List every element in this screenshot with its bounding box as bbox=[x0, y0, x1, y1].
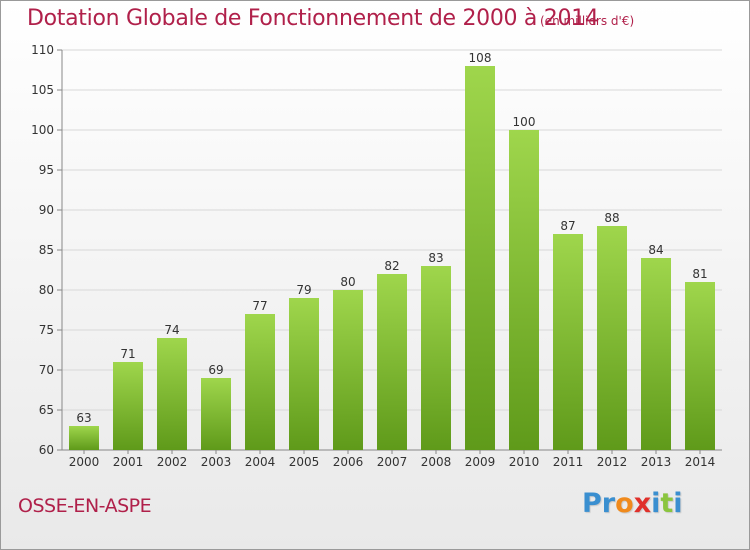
data-label-2005: 79 bbox=[296, 283, 311, 297]
bar-2013 bbox=[641, 258, 671, 450]
bar-2003 bbox=[201, 378, 231, 450]
x-tick-label-2007: 2007 bbox=[377, 455, 408, 469]
data-label-2002: 74 bbox=[164, 323, 179, 337]
chart-unit: (en milliers d'€) bbox=[540, 14, 635, 28]
data-label-2004: 77 bbox=[252, 299, 267, 313]
bar-2000 bbox=[69, 426, 99, 450]
bar-2009 bbox=[465, 66, 495, 450]
logo-letter: i bbox=[673, 488, 683, 519]
data-label-2008: 83 bbox=[428, 251, 443, 265]
data-labels: 63 71 74 69 77 79 80 82 83 108 100 87 88 84 81 bbox=[76, 51, 707, 425]
y-tick-label: 70 bbox=[39, 363, 54, 377]
y-tick-label: 60 bbox=[39, 443, 54, 457]
y-tick-labels: 60 65 70 75 80 85 90 95 100 105 110 bbox=[31, 43, 54, 457]
data-label-2000: 63 bbox=[76, 411, 91, 425]
x-tick-label-2009: 2009 bbox=[465, 455, 496, 469]
y-tick-label: 75 bbox=[39, 323, 54, 337]
x-tick-label-2004: 2004 bbox=[245, 455, 276, 469]
y-tick-label: 100 bbox=[31, 123, 54, 137]
bar-2014 bbox=[685, 282, 715, 450]
x-tick-label-2012: 2012 bbox=[597, 455, 628, 469]
y-tick-label: 95 bbox=[39, 163, 54, 177]
x-tick-label-2014: 2014 bbox=[685, 455, 716, 469]
data-label-2001: 71 bbox=[120, 347, 135, 361]
bar-2011 bbox=[553, 234, 583, 450]
logo-letter: x bbox=[633, 488, 652, 519]
y-tick-label: 80 bbox=[39, 283, 54, 297]
x-tick-labels: 2000 2001 2002 2003 2004 2005 2006 2007 2008 2009… bbox=[69, 450, 716, 469]
data-label-2003: 69 bbox=[208, 363, 223, 377]
data-label-2011: 87 bbox=[560, 219, 575, 233]
x-tick-label-2008: 2008 bbox=[421, 455, 452, 469]
data-label-2014: 81 bbox=[692, 267, 707, 281]
bar-2002 bbox=[157, 338, 187, 450]
bar-2007 bbox=[377, 274, 407, 450]
x-tick-label-2000: 2000 bbox=[69, 455, 100, 469]
logo-letter: o bbox=[615, 488, 634, 519]
city-name: OSSE-EN-ASPE bbox=[18, 495, 152, 517]
x-tick-label-2005: 2005 bbox=[289, 455, 320, 469]
data-label-2006: 80 bbox=[340, 275, 355, 289]
x-tick-label-2003: 2003 bbox=[201, 455, 232, 469]
data-label-2012: 88 bbox=[604, 211, 619, 225]
bar-2010 bbox=[509, 130, 539, 450]
y-tick-label: 110 bbox=[31, 43, 54, 57]
proxiti-logo[interactable]: Proxiti bbox=[582, 488, 683, 519]
y-tick-label: 105 bbox=[31, 83, 54, 97]
x-tick-label-2001: 2001 bbox=[113, 455, 144, 469]
x-tick-label-2010: 2010 bbox=[509, 455, 540, 469]
data-label-2009: 108 bbox=[469, 51, 492, 65]
chart-title: Dotation Globale de Fonctionnement de 20… bbox=[27, 6, 599, 31]
logo-letter: i bbox=[651, 488, 661, 519]
logo-letter: P bbox=[582, 488, 602, 519]
bar-2004 bbox=[245, 314, 275, 450]
data-label-2010: 100 bbox=[513, 115, 536, 129]
data-label-2007: 82 bbox=[384, 259, 399, 273]
data-label-2013: 84 bbox=[648, 243, 663, 257]
x-tick-label-2002: 2002 bbox=[157, 455, 188, 469]
bars bbox=[69, 66, 715, 450]
y-tick-label: 65 bbox=[39, 403, 54, 417]
bar-2012 bbox=[597, 226, 627, 450]
y-tick-label: 85 bbox=[39, 243, 54, 257]
bar-2001 bbox=[113, 362, 143, 450]
y-tick-label: 90 bbox=[39, 203, 54, 217]
x-tick-label-2006: 2006 bbox=[333, 455, 364, 469]
logo-letter: r bbox=[601, 488, 616, 519]
logo-letter: t bbox=[660, 488, 674, 519]
x-tick-label-2011: 2011 bbox=[553, 455, 584, 469]
bar-2005 bbox=[289, 298, 319, 450]
bar-2008 bbox=[421, 266, 451, 450]
x-tick-label-2013: 2013 bbox=[641, 455, 672, 469]
bar-2006 bbox=[333, 290, 363, 450]
